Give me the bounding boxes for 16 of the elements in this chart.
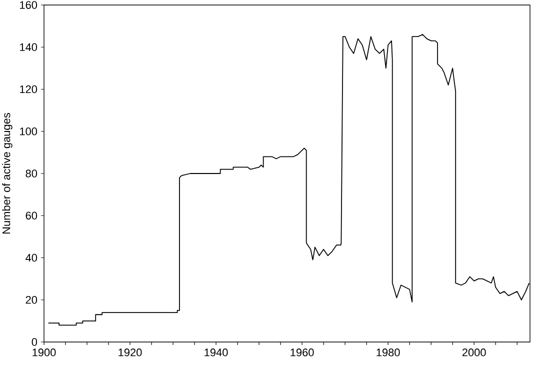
y-tick-label: 140 [20,43,38,52]
y-tick-label: 160 [20,1,38,9]
y-tick-label: 80 [26,170,38,178]
x-tick-label: 1940 [204,348,228,356]
y-tick-label: 40 [26,254,38,262]
x-tick-label: 1920 [118,348,142,356]
y-tick-label: 100 [20,128,38,136]
y-tick-label: 120 [20,85,38,94]
y-axis-title: Number of active gauges [2,113,12,234]
x-tick-label: 1960 [290,348,314,356]
x-tick-label: 1900 [32,348,56,356]
x-tick-label: 2000 [462,348,486,356]
y-tick-label: 20 [26,296,38,304]
x-tick-label: 1980 [376,348,400,356]
y-tick-label: 0 [32,338,38,346]
y-tick-label: 60 [26,212,38,220]
